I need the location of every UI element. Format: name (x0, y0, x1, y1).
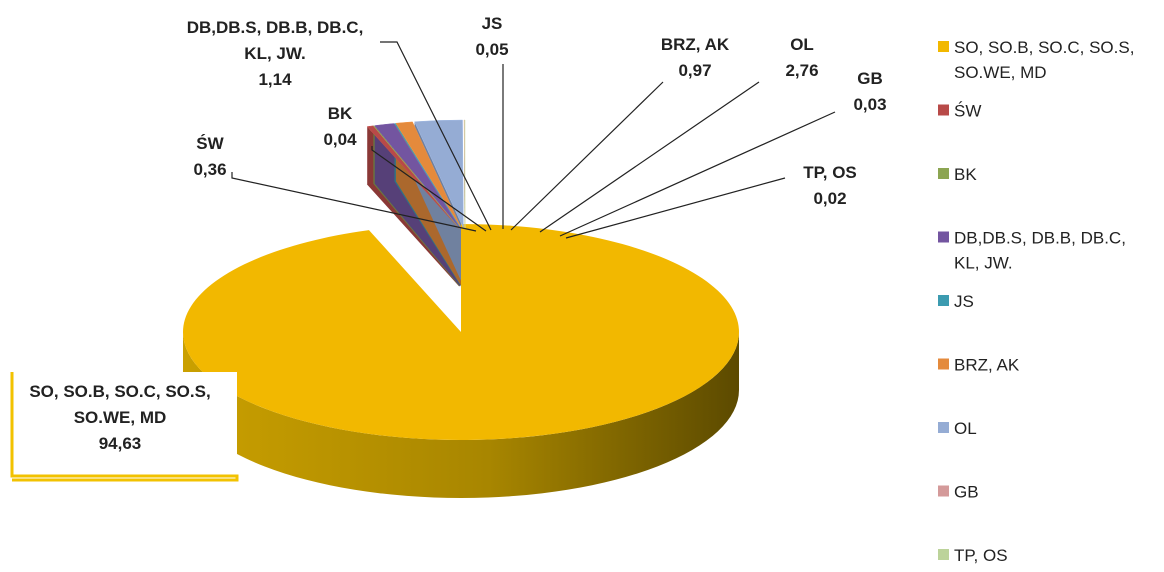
legend-swatch-4 (938, 295, 949, 306)
legend-label-6: OL (954, 419, 977, 438)
legend-label-5: BRZ, AK (954, 356, 1020, 375)
legend-item-3: DB,DB.S, DB.B, DB.C, KL, JW. (938, 229, 1126, 273)
data-label-value-1: 0,36 (193, 160, 226, 179)
data-label-value-7: 0,03 (853, 95, 886, 114)
legend-swatch-5 (938, 359, 949, 370)
legend-item-6: OL (938, 419, 977, 438)
leader-line-5 (511, 82, 663, 230)
legend-swatch-8 (938, 549, 949, 560)
legend-swatch-1 (938, 105, 949, 116)
data-label-value-4: 0,05 (475, 40, 508, 59)
legend-label-3: KL, JW. (954, 254, 1013, 273)
data-label-name-1: ŚW (196, 134, 224, 153)
legend-label-8: TP, OS (954, 546, 1008, 565)
legend-item-2: BK (938, 165, 977, 184)
slice-0 (183, 224, 739, 440)
pie-slices (183, 120, 739, 498)
data-label-name-5: BRZ, AK (661, 35, 730, 54)
data-label-name-3: DB,DB.S, DB.B, DB.C, (187, 18, 364, 37)
legend-item-8: TP, OS (938, 546, 1008, 565)
data-label-value-6: 2,76 (785, 61, 818, 80)
legend-item-7: GB (938, 483, 979, 502)
leader-line-8 (566, 178, 785, 238)
legend-label-0: SO.WE, MD (954, 63, 1047, 82)
legend-swatch-7 (938, 486, 949, 497)
data-label-name-7: GB (857, 69, 883, 88)
legend-item-1: ŚW (938, 102, 981, 121)
leader-lines (232, 42, 835, 238)
legend-label-1: ŚW (954, 102, 981, 121)
legend-item-4: JS (938, 292, 974, 311)
legend: SO, SO.B, SO.C, SO.S, SO.WE, MD ŚW BK DB,DB.… (938, 38, 1134, 565)
legend-item-0: SO, SO.B, SO.C, SO.S, SO.WE, MD (938, 38, 1134, 82)
data-label-name-2: BK (328, 104, 353, 123)
legend-swatch-6 (938, 422, 949, 433)
data-label-value-2: 0,04 (323, 130, 357, 149)
data-label-value-3: 1,14 (258, 70, 292, 89)
legend-swatch-3 (938, 232, 949, 243)
data-label-name-4: JS (482, 14, 503, 33)
legend-label-7: GB (954, 483, 979, 502)
data-label-name-6: OL (790, 35, 814, 54)
leader-line-6 (540, 82, 759, 232)
data-label-name-8: TP, OS (803, 163, 857, 182)
legend-swatch-0 (938, 41, 949, 52)
legend-label-4: JS (954, 292, 974, 311)
leader-line-7 (560, 112, 835, 236)
legend-item-5: BRZ, AK (938, 356, 1020, 375)
data-label-name-3: KL, JW. (244, 44, 305, 63)
data-label-value-8: 0,02 (813, 189, 846, 208)
data-label-value-5: 0,97 (678, 61, 711, 80)
legend-label-3: DB,DB.S, DB.B, DB.C, (954, 229, 1126, 248)
data-label-value-0: 94,63 (99, 434, 142, 453)
legend-label-0: SO, SO.B, SO.C, SO.S, (954, 38, 1134, 57)
legend-label-2: BK (954, 165, 977, 184)
data-label-name-0: SO, SO.B, SO.C, SO.S, (29, 382, 210, 401)
legend-swatch-2 (938, 168, 949, 179)
data-label-name-0: SO.WE, MD (74, 408, 167, 427)
